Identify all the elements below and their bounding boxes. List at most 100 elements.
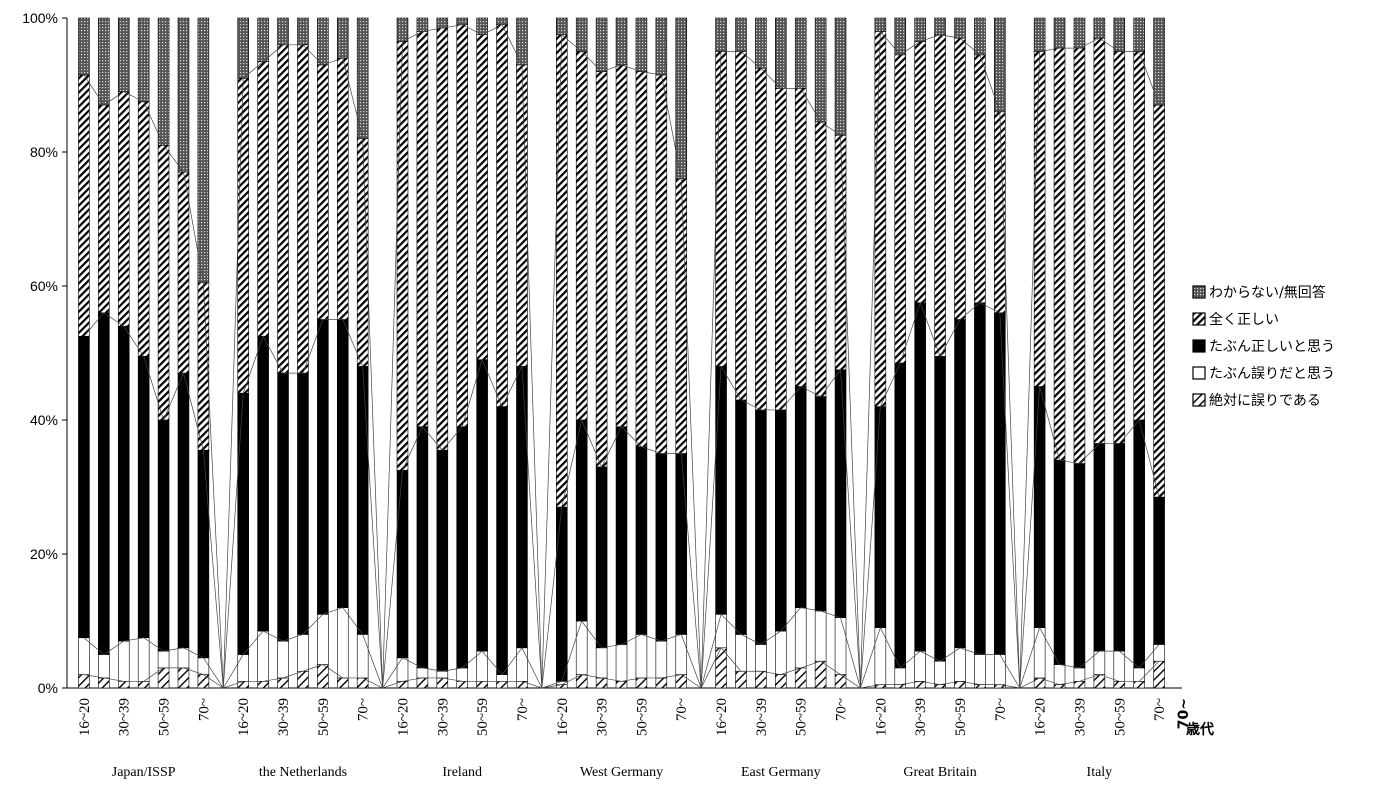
bar-segment-prob_right <box>1133 419 1145 669</box>
bar-segment-prob_right <box>157 419 170 652</box>
bar-segment-prob_wrong <box>356 634 369 679</box>
bar-segment-prob_right <box>436 449 449 672</box>
legend-label-dk: わからない/無回答 <box>1209 284 1326 301</box>
bar-segment-prob_wrong <box>755 644 767 672</box>
bar-segment-prob_right <box>1113 443 1126 652</box>
bar-segment-prob_right <box>1153 496 1165 645</box>
legend-label-prob_right: たぶん正しいと思う <box>1209 339 1335 355</box>
bar-segment-right <box>496 24 508 407</box>
bar-segment-prob_right <box>336 319 349 608</box>
bar-segment-wrong <box>317 664 329 689</box>
bar-segment-prob_right <box>934 356 946 662</box>
x-tick-label: 70~ <box>993 698 1009 721</box>
bar-segment-right <box>98 104 110 314</box>
x-tick-label: 16~20 <box>1033 698 1049 736</box>
country-label: Italy <box>1087 765 1113 780</box>
bar-segment-prob_right <box>675 453 688 635</box>
legend-swatch-right <box>1192 312 1206 326</box>
bar-segment-wrong <box>177 667 190 689</box>
country-label: West Germany <box>580 765 663 780</box>
bar-segment-prob_right <box>496 406 508 675</box>
bar-segment-dk <box>456 17 468 25</box>
bar-segment-right <box>1133 51 1145 421</box>
bar-segment-right <box>456 24 468 428</box>
bar-segment-prob_wrong <box>297 634 309 672</box>
bar-segment-right <box>1093 37 1106 444</box>
bar-segment-prob_wrong <box>735 634 747 672</box>
bar-segment-right <box>595 71 608 468</box>
bar-segment-prob_wrong <box>1133 667 1145 682</box>
x-tick-label: 16~20 <box>395 698 411 736</box>
bars-group <box>78 17 1165 689</box>
bar-segment-prob_wrong <box>994 654 1006 685</box>
legend-label-right: 全く正しい <box>1209 311 1279 328</box>
legend-swatch-wrong <box>1192 393 1206 407</box>
country-label: Ireland <box>442 765 482 780</box>
bar-segment-prob_wrong <box>675 634 688 675</box>
bar-segment-right <box>297 44 309 374</box>
bar-segment-dk <box>1093 17 1106 39</box>
bar-segment-dk <box>814 17 827 123</box>
bar-segment-right <box>655 74 668 454</box>
x-tick-label: 50~59 <box>794 698 810 736</box>
bar-segment-prob_right <box>715 366 727 615</box>
bar-segment-prob_wrong <box>197 657 210 675</box>
bar-segment-right <box>814 121 827 397</box>
bar-segment-dk <box>1153 17 1165 106</box>
bar-segment-prob_wrong <box>1113 650 1126 682</box>
bar-segment-prob_wrong <box>794 607 807 669</box>
bar-segment-dk <box>237 17 249 79</box>
bar-segment-wrong <box>974 684 986 689</box>
bar-segment-dk <box>436 17 449 29</box>
x-tick-label: 70~ <box>196 698 212 721</box>
bar-segment-prob_wrong <box>1153 644 1165 662</box>
x-tick-label: 70~ <box>674 698 690 721</box>
bar-segment-prob_right <box>1053 459 1066 665</box>
bar-segment-dk <box>655 17 668 76</box>
bar-segment-dk <box>277 17 289 46</box>
bar-segment-prob_wrong <box>1073 667 1086 682</box>
bar-segment-prob_wrong <box>775 630 787 675</box>
bar-segment-prob_right <box>595 466 608 649</box>
x-tick-label: 70~ <box>356 698 372 721</box>
bar-segment-wrong <box>257 680 269 689</box>
boundary-lines-group <box>83 24 1160 690</box>
bar-segment-dk <box>297 17 309 46</box>
bar-segment-right <box>436 27 449 451</box>
bar-segment-prob_right <box>137 356 150 639</box>
bar-segment-dk <box>78 17 90 76</box>
bar-segment-right <box>775 88 787 411</box>
x-tick-label: 50~59 <box>475 698 491 736</box>
boundary-line-wrong <box>83 647 1160 689</box>
x-tick-label: 30~39 <box>595 698 611 736</box>
bar-segment-right <box>635 71 648 448</box>
bar-segment-right <box>974 54 986 304</box>
bar-segment-wrong <box>1073 680 1086 689</box>
x-tick-label: 30~39 <box>435 698 451 736</box>
bar-segment-prob_right <box>237 392 249 655</box>
y-tick-label: 60% <box>30 278 58 294</box>
bar-segment-prob_right <box>735 399 747 635</box>
bar-segment-prob_wrong <box>317 613 329 665</box>
bar-segment-prob_wrong <box>834 617 847 675</box>
bar-segment-wrong <box>934 684 946 689</box>
bar-segment-wrong <box>675 674 688 689</box>
bar-segment-prob_right <box>635 446 648 635</box>
bar-segment-prob_right <box>396 469 409 659</box>
bar-segment-right <box>177 171 190 374</box>
bar-segment-dk <box>954 17 966 39</box>
bar-segment-dk <box>117 17 130 92</box>
x-tick-label: 50~59 <box>1112 698 1128 736</box>
x-tick-label: 16~20 <box>555 698 571 736</box>
bar-segment-wrong <box>954 680 966 689</box>
bar-segment-wrong <box>137 680 150 689</box>
country-label: Great Britain <box>903 765 976 780</box>
bar-segment-right <box>556 34 568 508</box>
bar-segment-right <box>1053 47 1066 461</box>
bar-segment-prob_right <box>356 366 369 635</box>
bar-segment-right <box>874 31 887 407</box>
bar-segment-right <box>715 51 727 367</box>
bar-segment-prob_right <box>476 359 488 652</box>
bar-segment-dk <box>98 17 110 106</box>
bar-segment-prob_wrong <box>78 637 90 675</box>
